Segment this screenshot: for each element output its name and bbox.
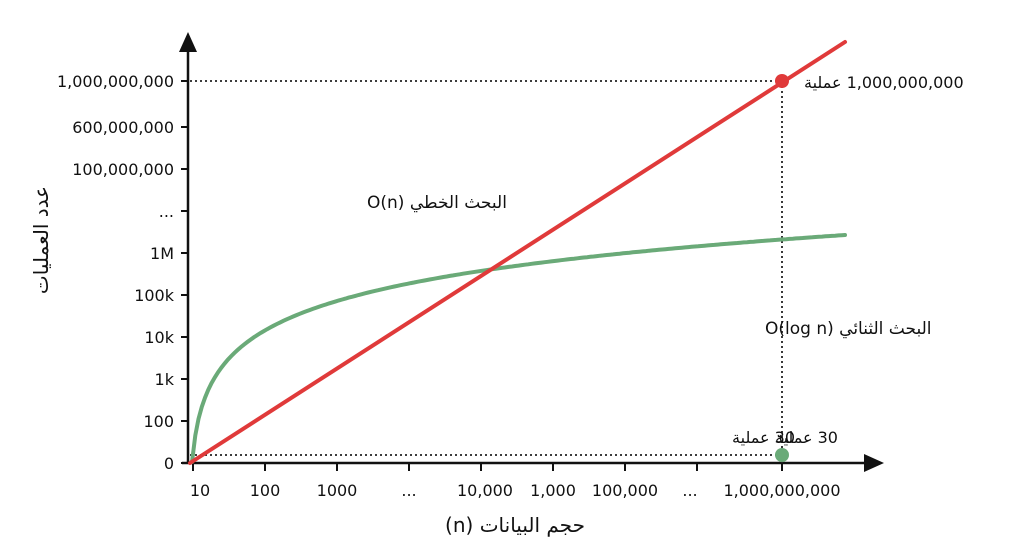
y-tick-label: 600,000,000 — [72, 118, 174, 137]
x-axis-title: حجم البيانات (n) — [445, 513, 585, 537]
y-tick-label: ... — [159, 202, 174, 221]
y-tick-label: 100k — [134, 286, 175, 305]
x-tick-label: 100,000 — [592, 481, 658, 500]
x-tick-label: 1,000 — [530, 481, 576, 500]
x-tick-label: 10,000 — [457, 481, 513, 500]
y-tick-label: 100,000,000 — [72, 160, 174, 179]
x-tick-label: 10 — [190, 481, 210, 500]
binary-point — [775, 448, 789, 462]
y-ticks: 0 100 1k 10k 100k 1M... 100,000,000 600,000,000… — [57, 72, 188, 473]
y-axis-title: عدد العمليات — [29, 186, 53, 294]
x-tick-label: 1,000,000,000 — [723, 481, 840, 500]
guide-lines — [190, 80, 783, 463]
linear-series-label: البحث الخطي O(n) — [367, 193, 507, 213]
binary-series-label: البحث الثنائي O(log n) — [765, 319, 932, 339]
y-tick-label: 1k — [155, 370, 175, 389]
green-point-label-left: 30 عملية — [775, 428, 838, 447]
y-tick-label: 100 — [143, 412, 174, 431]
x-tick-label: 100 — [250, 481, 281, 500]
x-tick-label: ... — [682, 481, 697, 500]
x-ticks: 10 100 1000... 10,000 1,000 100,000... 1,000,0… — [190, 463, 841, 500]
y-tick-label: 1,000,000,000 — [57, 72, 174, 91]
y-tick-label: 10k — [144, 328, 174, 347]
x-tick-label: ... — [401, 481, 416, 500]
linear-point — [775, 74, 789, 88]
axes — [179, 32, 884, 472]
binary-search-curve — [190, 233, 847, 464]
y-tick-label: 1M — [150, 244, 174, 263]
linear-search-line — [188, 40, 847, 465]
green-point-label-right: 30 عملية — [732, 428, 795, 447]
y-tick-label: 0 — [164, 454, 174, 473]
x-axis-arrow-icon — [864, 454, 884, 472]
x-tick-label: 1000 — [317, 481, 358, 500]
red-point-label: 1,000,000,000 عملية — [804, 73, 964, 92]
y-axis-arrow-icon — [179, 32, 197, 52]
